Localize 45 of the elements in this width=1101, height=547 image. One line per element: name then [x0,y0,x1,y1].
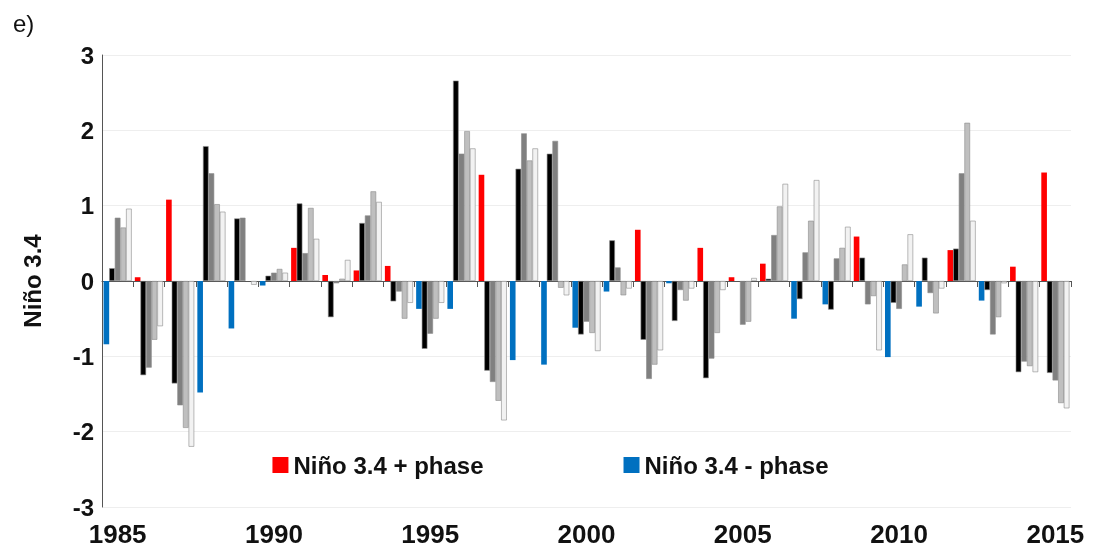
bar [697,247,704,281]
bar [166,199,172,281]
legend-label: Niño 3.4 - phase [644,451,829,479]
bar [1010,266,1016,281]
bar [251,281,257,285]
y-tick-label: 2 [80,116,94,144]
bar [885,281,891,358]
bar [728,277,735,281]
x-tick-label: 2000 [557,519,616,547]
bar [572,281,579,328]
bar [390,281,397,302]
bar [265,275,272,281]
bar [197,281,203,393]
y-tick-label: -3 [72,493,94,521]
x-tick-label: 2005 [713,519,772,547]
bar [859,257,866,281]
bar [447,281,454,309]
y-axis-title: Niño 3.4 [18,233,46,328]
x-tick-label: 2010 [870,519,928,547]
bar [1041,172,1047,281]
bar [509,281,516,361]
bar [916,281,922,307]
x-tick-label: 1990 [245,519,303,547]
y-tick-label: -2 [72,418,94,446]
bar [541,281,547,365]
bar [791,281,797,319]
y-tick-label: 1 [80,192,94,220]
x-tick-label: 1985 [88,519,147,547]
y-tick-label: 0 [80,267,94,295]
bar [759,263,766,281]
legend-label: Niño 3.4 + phase [293,451,484,479]
y-tick-label: -1 [72,342,94,370]
bar [603,281,610,292]
bar [322,274,328,281]
x-tick-label: 2015 [1026,519,1085,547]
bar [134,277,141,281]
bar [353,270,360,281]
bar [384,265,391,281]
bar [822,281,829,305]
bar [259,281,266,286]
y-tick-label: 3 [80,41,94,69]
x-tick-label: 1995 [401,519,460,547]
bar [634,229,641,281]
chart-title: e) [13,9,35,37]
bar [978,281,985,301]
